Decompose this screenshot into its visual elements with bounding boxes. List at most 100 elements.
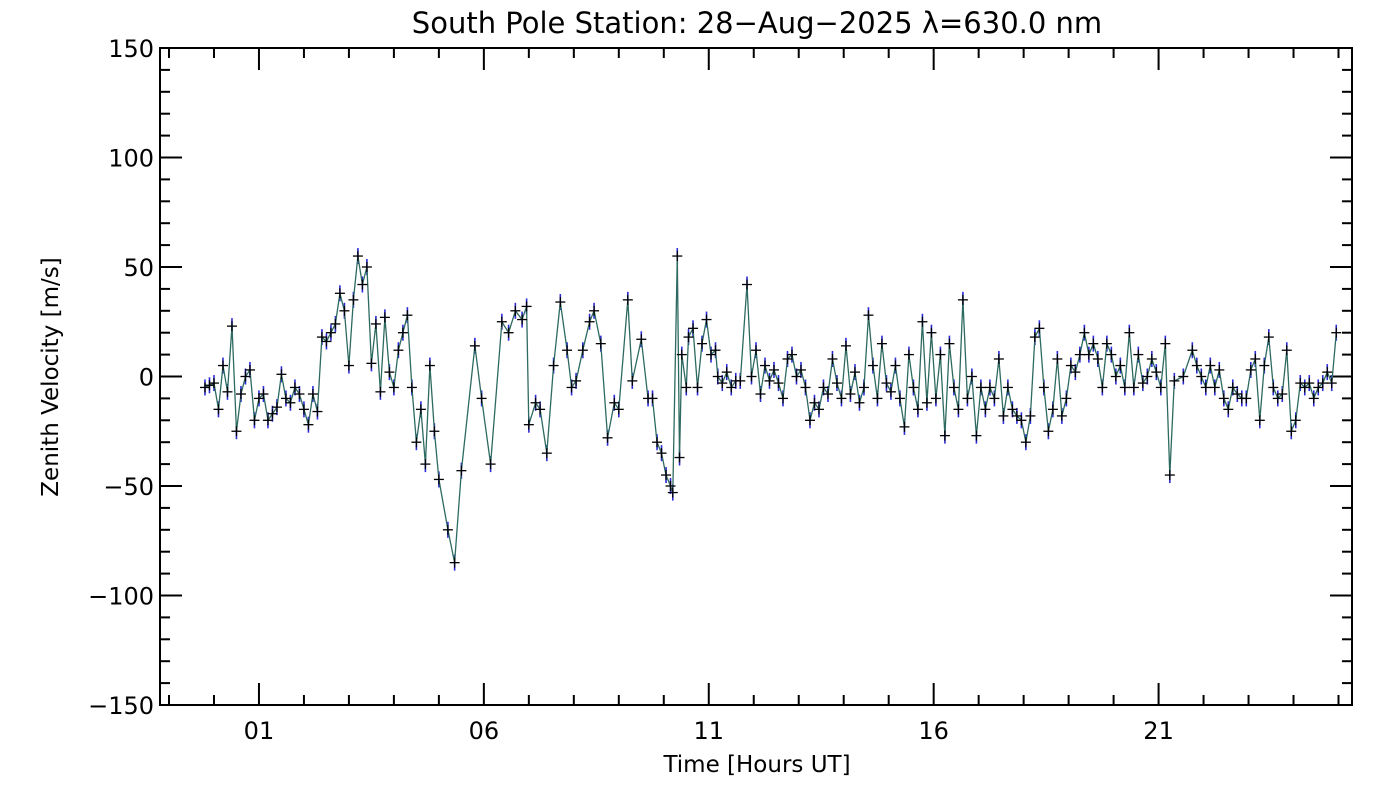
data-point: [1178, 371, 1189, 382]
data-point: [681, 382, 692, 393]
data-point: [894, 393, 905, 404]
data-point: [613, 404, 624, 415]
data-point: [1299, 382, 1310, 393]
data-point: [1056, 410, 1067, 421]
data-point: [935, 349, 946, 360]
data-point: [993, 353, 1004, 364]
data-point: [548, 360, 559, 371]
data-point: [971, 430, 982, 441]
data-point: [577, 345, 588, 356]
data-point: [456, 465, 467, 476]
data-point: [683, 332, 694, 343]
data-point: [357, 279, 368, 290]
data-point: [1169, 375, 1180, 386]
data-point: [980, 404, 991, 415]
data-point: [1331, 327, 1342, 338]
data-point: [1007, 404, 1018, 415]
data-point: [424, 360, 435, 371]
data-point: [674, 452, 685, 463]
data-point: [294, 389, 305, 400]
data-point: [1272, 393, 1283, 404]
data-point: [361, 262, 372, 272]
data-point: [1322, 367, 1333, 378]
data-point: [881, 378, 892, 389]
data-point: [334, 288, 345, 299]
data-point: [271, 402, 282, 413]
data-point: [786, 349, 797, 360]
data-point: [926, 327, 937, 338]
data-point: [420, 459, 431, 470]
data-point: [415, 404, 426, 415]
data-point: [1074, 349, 1085, 360]
data-point: [1070, 367, 1081, 378]
series-line-layer: [204, 255, 1337, 563]
data-point: [822, 389, 833, 400]
data-point: [379, 312, 390, 323]
data-point: [280, 393, 291, 404]
data-point: [595, 338, 606, 349]
data-point: [791, 371, 802, 382]
data-point: [742, 279, 753, 290]
data-point: [217, 360, 228, 371]
data-point: [469, 340, 480, 351]
data-point: [998, 410, 1009, 421]
data-point: [1047, 404, 1058, 415]
data-point: [1317, 378, 1328, 389]
data-point: [1223, 404, 1234, 415]
data-point: [258, 389, 269, 400]
data-point: [721, 367, 732, 378]
data-point: [1124, 327, 1135, 338]
y-tick-label: −150: [88, 692, 154, 720]
data-point: [1155, 382, 1166, 393]
data-point: [688, 323, 699, 334]
x-tick-label: 11: [693, 717, 724, 745]
data-point: [1079, 327, 1090, 338]
data-point: [867, 360, 878, 371]
data-point: [222, 386, 233, 397]
data-point: [276, 369, 287, 380]
data-point: [348, 294, 359, 305]
data-point: [199, 382, 210, 393]
data-point: [697, 338, 708, 349]
data-point: [1043, 426, 1054, 437]
data-point: [566, 382, 577, 393]
y-tick-label: 0: [139, 364, 154, 392]
data-point: [876, 338, 887, 349]
data-point: [406, 382, 417, 393]
x-tick-label: 01: [244, 717, 275, 745]
data-point: [636, 334, 647, 345]
data-point: [836, 393, 847, 404]
data-point: [602, 432, 613, 443]
data-point: [827, 353, 838, 364]
data-point: [854, 397, 865, 408]
data-point: [885, 386, 896, 397]
data-point: [289, 382, 300, 393]
data-point: [652, 437, 663, 448]
data-point: [1200, 382, 1211, 393]
data-point: [622, 294, 633, 305]
data-point: [1106, 349, 1117, 360]
data-point: [1088, 338, 1099, 349]
data-point: [1146, 353, 1157, 364]
data-point: [1286, 426, 1297, 437]
data-point: [858, 382, 869, 393]
data-point: [1020, 437, 1031, 448]
chart-title: South Pole Station: 28−Aug−2025 λ=630.0 …: [412, 6, 1102, 40]
data-point: [746, 371, 757, 382]
data-point: [939, 430, 950, 441]
y-tick-label: −100: [88, 583, 154, 611]
data-point: [1025, 410, 1036, 421]
data-point: [975, 382, 986, 393]
data-point: [1326, 378, 1337, 389]
data-point: [773, 378, 784, 389]
y-tick-label: −50: [103, 473, 154, 501]
data-point: [1191, 360, 1202, 371]
data-point: [325, 327, 336, 338]
data-point: [285, 397, 296, 408]
data-point: [1011, 410, 1022, 421]
x-tick-label: 16: [918, 717, 949, 745]
data-point: [1142, 371, 1153, 382]
data-point: [661, 470, 672, 481]
data-point: [782, 353, 793, 364]
data-point: [411, 437, 422, 448]
